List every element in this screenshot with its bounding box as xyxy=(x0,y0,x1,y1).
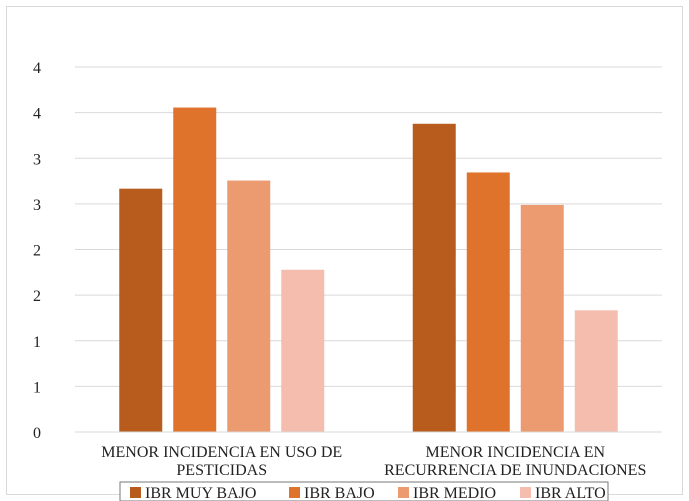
legend: IBR MUY BAJO IBR BAJO IBR MEDIO IBR ALTO xyxy=(119,481,609,501)
y-tick-label: 4 xyxy=(33,60,41,77)
y-tick-label: 2 xyxy=(33,243,41,260)
legend-swatch xyxy=(289,487,300,498)
legend-swatch xyxy=(130,487,141,498)
y-tick-label: 4 xyxy=(33,106,41,123)
y-tick-label: 3 xyxy=(33,197,41,214)
legend-label: IBR BAJO xyxy=(304,485,375,501)
bar xyxy=(119,188,163,432)
y-tick-label: 3 xyxy=(33,151,41,168)
y-tick-label: 1 xyxy=(33,334,41,351)
bar xyxy=(173,107,217,433)
bar xyxy=(466,172,510,432)
bar xyxy=(412,123,456,433)
gridlines xyxy=(75,66,662,387)
legend-label: IBR MUY BAJO xyxy=(145,485,256,501)
chart-frame xyxy=(6,6,683,495)
bar xyxy=(520,204,564,432)
y-tick-label: 0 xyxy=(33,425,41,442)
category-label: MENOR INCIDENCIA EN USO DE PESTICIDAS xyxy=(101,444,342,479)
bar xyxy=(574,310,618,432)
legend-label: IBR ALTO xyxy=(535,485,606,501)
y-tick-label: 1 xyxy=(33,379,41,396)
legend-swatch xyxy=(520,487,531,498)
bar xyxy=(227,180,271,432)
y-axis-ticks: 0 1 1 2 2 3 3 4 4 xyxy=(33,60,41,442)
legend-label: IBR MEDIO xyxy=(413,485,496,501)
category-labels: MENOR INCIDENCIA EN USO DE PESTICIDAS MENO… xyxy=(101,444,646,479)
legend-swatch xyxy=(398,487,409,498)
bar xyxy=(281,269,325,432)
bars xyxy=(119,107,618,433)
category-label: MENOR INCIDENCIA EN RECURRENCIA DE INUNDA… xyxy=(384,444,646,479)
y-tick-label: 2 xyxy=(33,288,41,305)
legend-frame xyxy=(119,481,609,501)
